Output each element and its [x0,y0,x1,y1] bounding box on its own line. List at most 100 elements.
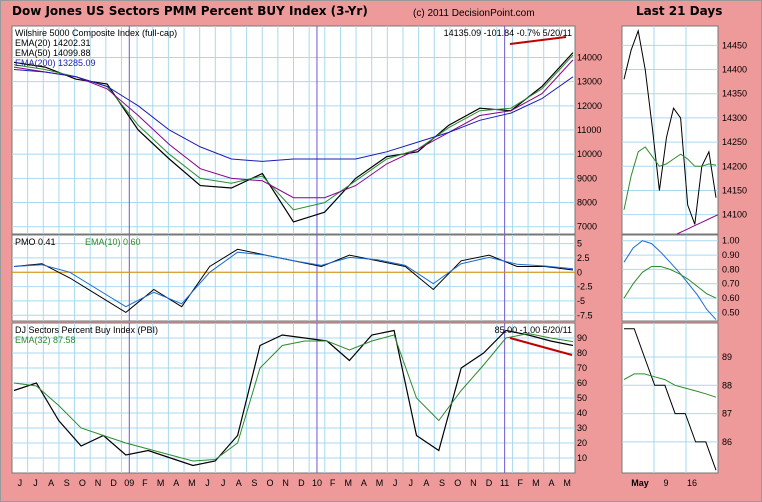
x-tick-label: M [532,478,540,488]
legend-ema200: EMA(200) 13285.09 [15,58,96,68]
y-tick-label: 1.00 [722,236,740,246]
y-tick-label: 14250 [722,137,747,147]
last21-price-panel [621,25,719,235]
x-tick-label: S [439,478,445,488]
y-tick-label: -2.5 [577,282,593,292]
x-tick-label: 16 [687,478,697,488]
y-tick-label: 14400 [722,65,747,75]
y-tick-label: 90 [577,333,587,343]
series-line [624,328,717,471]
y-tick-label: 0.80 [722,264,740,274]
y-tick-label: 0.90 [722,250,740,260]
y-tick-label: 87 [722,409,732,419]
series-line [13,251,574,308]
y-tick-label: 40 [577,408,587,418]
trendline [509,337,573,356]
series-line [676,214,719,235]
credit-text: (c) 2011 DecisionPoint.com [413,8,535,19]
y-tick-label: 86 [722,437,732,447]
series-line [623,266,717,299]
x-tick-label: D [298,478,305,488]
x-tick-label: O [79,478,86,488]
y-tick-label: 0 [577,267,582,277]
y-tick-label: 11000 [577,125,601,135]
series-line [623,373,717,398]
x-tick-label: J [409,478,414,488]
x-tick-label: F [142,478,148,488]
y-tick-label: 88 [722,380,732,390]
y-tick-label: 13000 [577,77,602,87]
x-tick-label: O [454,478,461,488]
last21-pmo-panel [621,234,719,322]
x-tick-label: F [330,478,336,488]
y-tick-label: -5 [577,296,585,306]
y-tick-label: 9000 [577,173,597,183]
pbi-title: DJ Sectors Percent Buy Index (PBI) [15,325,158,335]
y-tick-label: 20 [577,438,587,448]
chart-title: Dow Jones US Sectors PMM Percent BUY Ind… [12,4,368,18]
x-tick-label: A [236,478,242,488]
x-tick-label: A [48,478,54,488]
trendline [509,36,567,45]
y-tick-label: 80 [577,348,587,358]
series-line [13,59,574,199]
side-title: Last 21 Days [636,4,723,18]
x-tick-label: D [486,478,493,488]
y-tick-label: 14000 [577,52,602,62]
y-tick-label: 14200 [722,161,747,171]
y-tick-label: 10 [577,453,587,463]
x-tick-label: M [563,478,571,488]
y-tick-label: 14350 [722,89,747,99]
y-tick-label: 50 [577,393,587,403]
x-tick-label: May [631,478,649,488]
price-title: Wilshire 5000 Composite Index (full-cap) [15,28,177,38]
y-tick-label: 14300 [722,113,747,123]
y-tick-label: 14150 [722,185,747,195]
series-line [13,52,574,223]
x-tick-label: N [95,478,102,488]
x-tick-label: F [518,478,524,488]
x-tick-label: A [423,478,429,488]
y-tick-label: -7.5 [577,310,593,320]
x-tick-label: A [361,478,367,488]
x-tick-label: 10 [312,478,322,488]
y-tick-label: 14450 [722,40,747,50]
y-tick-label: 14100 [722,210,747,220]
y-tick-label: 10000 [577,149,602,159]
y-tick-label: 60 [577,378,587,388]
x-tick-label: 11 [500,478,509,488]
price-readout: 14135.09 -101.84 -0.7% 5/20/11 [444,28,572,38]
x-tick-label: M [188,478,196,488]
x-tick-label: A [549,478,555,488]
x-tick-label: N [282,478,289,488]
y-tick-label: 2.5 [577,253,590,263]
y-tick-label: 70 [577,363,587,373]
x-tick-label: S [64,478,70,488]
legend-ema20: EMA(20) 14202.31 [15,38,91,48]
x-tick-label: J [18,478,23,488]
series-line [13,69,574,162]
pbi-readout: 85.00 -1.00 5/20/11 [495,325,572,335]
series-line [13,329,574,467]
y-tick-label: 0.50 [722,307,740,317]
x-tick-label: J [33,478,38,488]
y-tick-label: 89 [722,352,732,362]
x-tick-label: S [251,478,257,488]
legend-pmo-ema: EMA(10) 0.60 [85,237,141,247]
x-tick-label: M [157,478,165,488]
y-tick-label: 7000 [577,222,597,232]
x-tick-label: J [393,478,398,488]
legend-ema50: EMA(50) 14099.88 [15,48,91,58]
x-tick-label: 9 [663,478,668,488]
x-tick-label: A [173,478,179,488]
x-tick-label: M [344,478,352,488]
x-tick-label: D [110,478,117,488]
y-tick-label: 8000 [577,198,597,208]
x-tick-label: N [470,478,477,488]
y-tick-label: 5 [577,239,582,249]
series-line [623,146,717,210]
series-line [623,240,717,320]
x-tick-label: O [267,478,274,488]
x-tick-label: J [221,478,226,488]
